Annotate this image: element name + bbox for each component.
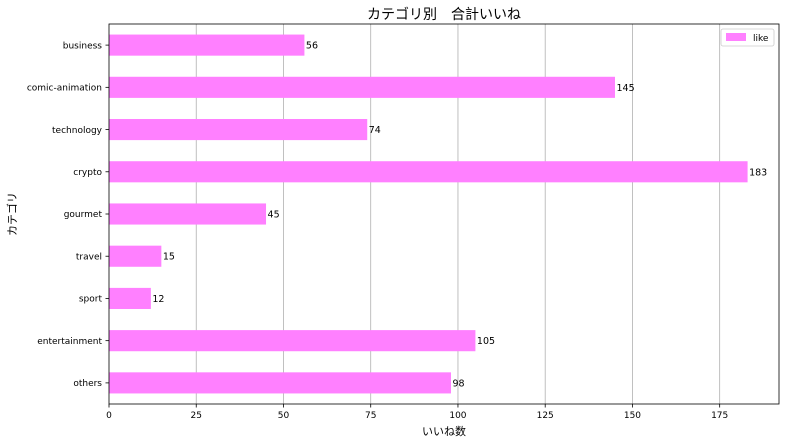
y-tick-label: travel [76,252,102,262]
bar-value-label: 145 [616,83,634,94]
y-tick-label: entertainment [37,337,102,347]
y-tick-label: sport [79,295,103,305]
bar-sport [109,287,151,309]
bar-travel [109,245,162,267]
y-axis-label: カテゴリ [5,192,19,236]
x-axis-label: いいね数 [422,425,466,438]
y-tick-label: crypto [73,168,102,178]
bar-entertainment [109,330,476,352]
bar-others [109,372,451,394]
bar-value-label: 45 [268,210,280,221]
x-tick-label: 25 [191,411,202,421]
bar-comic-animation [109,76,615,98]
x-tick-label: 125 [537,411,554,421]
bar-technology [109,119,368,141]
x-tick-label: 75 [365,411,376,421]
bar-crypto [109,161,748,183]
bar-value-label: 56 [306,41,318,52]
y-tick-label: gourmet [64,210,103,220]
y-tick-label: technology [52,126,103,136]
x-tick-label: 150 [624,411,641,421]
y-tick-label: comic-animation [27,84,102,94]
chart-title: カテゴリ別 合計いいね [367,6,521,23]
bar-layer: 56 145 74 183 45 15 12 105 98 [109,34,767,394]
bar-value-label: 183 [749,167,767,178]
y-tick-label: others [73,379,102,389]
bar-value-label: 74 [369,125,381,136]
bar-value-label: 98 [452,378,464,389]
x-tick-label: 0 [106,411,112,421]
bar-business [109,34,305,56]
legend-label: like [753,34,769,44]
x-tick-label: 50 [278,411,290,421]
tick-layer: 0 25 50 75 100 125 150 175 business comic-animati… [27,41,728,421]
legend: like [720,28,775,47]
legend-swatch [726,33,746,41]
bar-value-label: 105 [477,336,495,347]
bar-value-label: 15 [163,252,175,263]
y-tick-label: business [63,41,103,51]
bar-gourmet [109,203,267,225]
x-tick-label: 100 [449,411,466,421]
bar-value-label: 12 [152,294,164,305]
x-tick-label: 175 [711,411,728,421]
